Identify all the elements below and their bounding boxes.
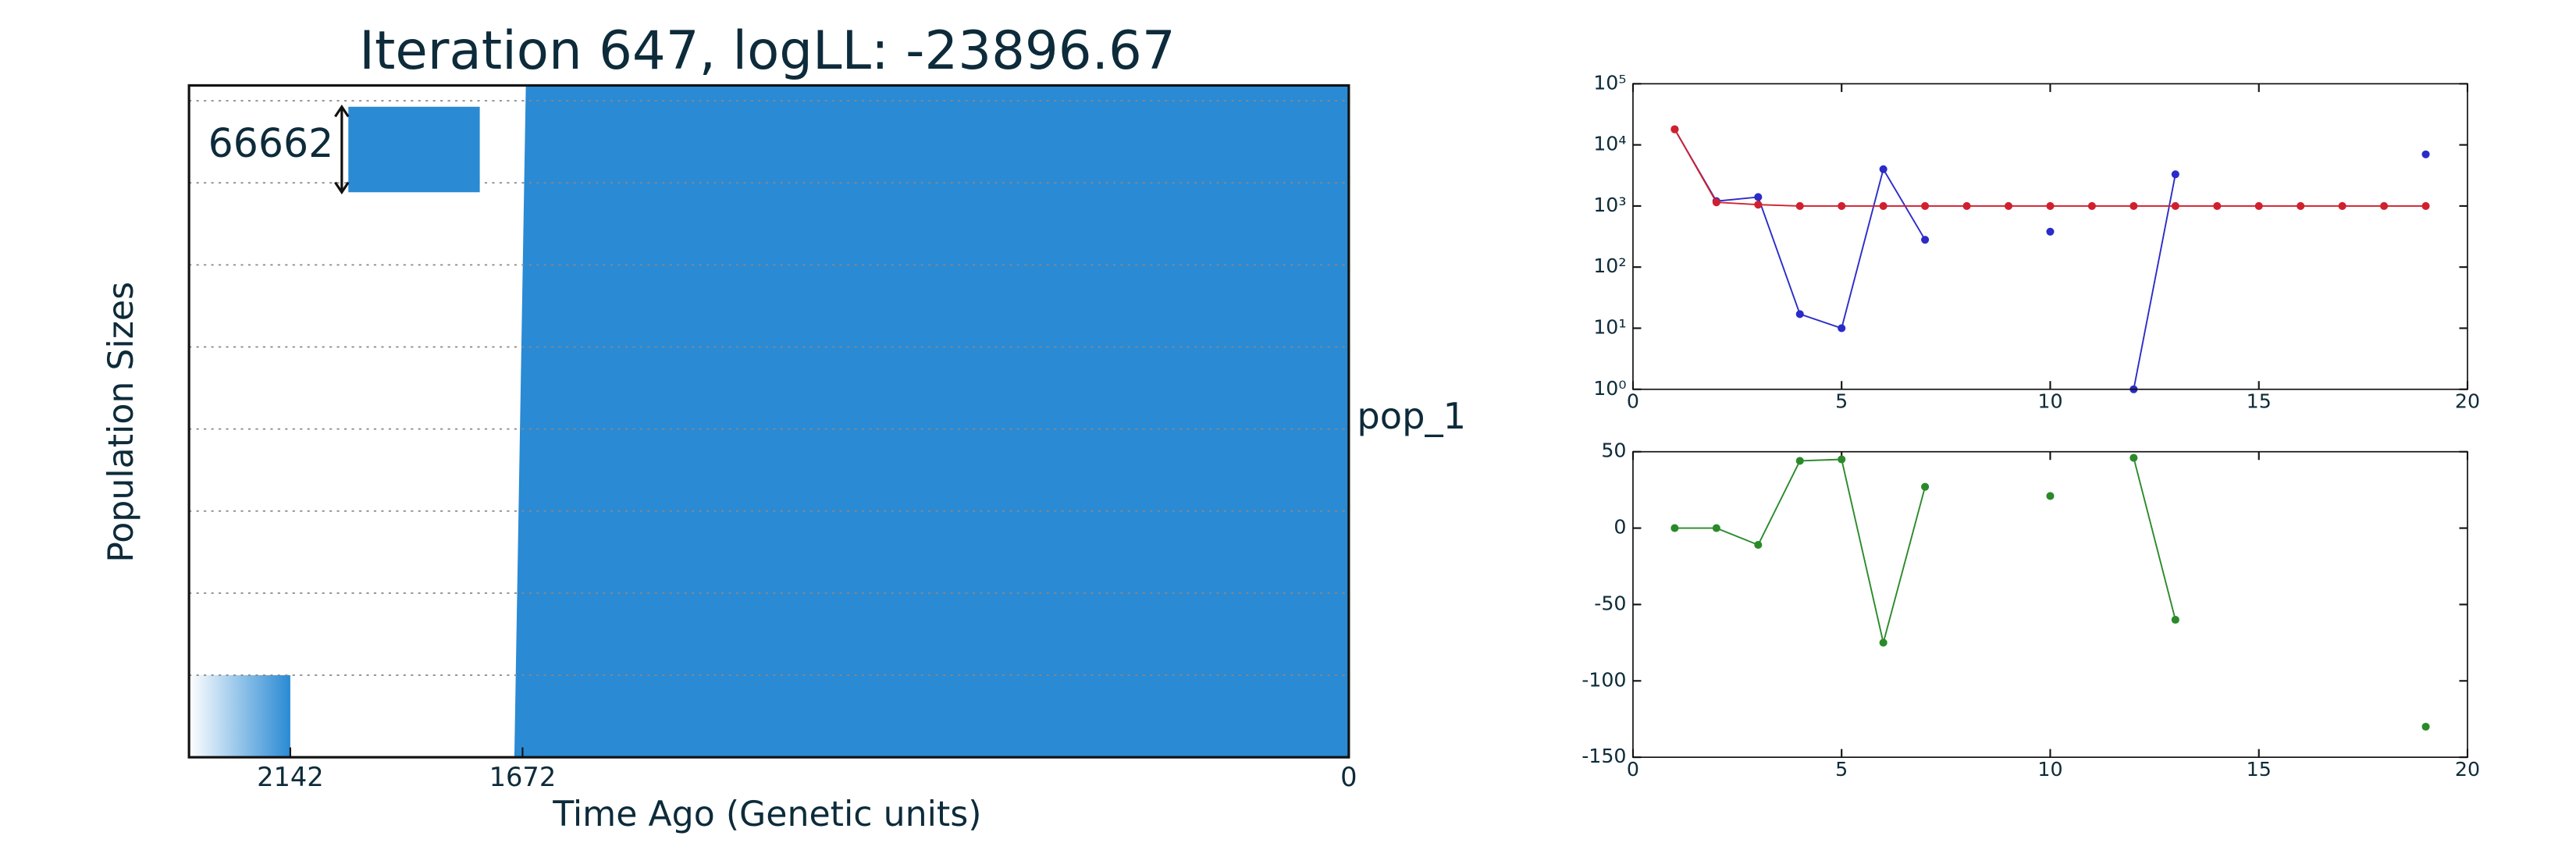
data-point (1838, 324, 1846, 333)
y-tick-label: 50 (1601, 439, 1626, 462)
series-line (1674, 129, 2426, 207)
data-point (2171, 170, 2179, 179)
data-point (1962, 201, 1971, 210)
data-point (1921, 201, 1930, 210)
y-tick-label: 10⁵ (1593, 71, 1626, 94)
chart-title: Iteration 647, logLL: -23896.67 (359, 20, 1176, 81)
data-point (1795, 457, 1804, 465)
data-point (1795, 310, 1804, 318)
y-tick-label: 10² (1593, 254, 1626, 277)
data-point (1712, 524, 1720, 532)
x-tick-label: 5 (1835, 758, 1848, 781)
data-point (2046, 227, 2055, 236)
data-point (2380, 201, 2389, 210)
plot-frame (187, 84, 1350, 759)
y-tick-label: 10¹ (1593, 315, 1626, 338)
data-point (1838, 201, 1846, 210)
data-point (1754, 541, 1763, 550)
series-line (1674, 130, 2425, 389)
scale-bar-box (348, 106, 480, 193)
data-point (1879, 201, 1888, 210)
y-tick-label: 0 (1614, 516, 1626, 539)
data-point (2171, 615, 2179, 624)
data-point (1754, 193, 1763, 201)
arrow-head (334, 104, 350, 195)
data-point (1921, 236, 1930, 244)
y-tick-label: -150 (1582, 745, 1626, 767)
data-point (1838, 455, 1846, 464)
x-tick-label: 0 (1340, 762, 1357, 792)
x-tick-label: 15 (2247, 758, 2272, 781)
data-point (2129, 201, 2138, 210)
x-tick-label: 0 (1627, 758, 1639, 781)
data-point (1879, 165, 1888, 173)
data-point (1921, 482, 1930, 491)
population-label: pop_1 (1357, 395, 1466, 437)
data-point (1670, 125, 1679, 133)
data-point (2254, 201, 2263, 210)
x-tick-label: 2142 (257, 762, 324, 792)
x-tick-label: 5 (1835, 390, 1848, 413)
y-tick-label: -50 (1594, 592, 1626, 614)
population-block (189, 675, 290, 758)
data-point (2297, 201, 2305, 210)
data-point (2213, 201, 2222, 210)
data-point (2171, 201, 2179, 210)
data-point (2338, 201, 2347, 210)
plot-frame (1632, 83, 2468, 390)
data-point (1879, 638, 1888, 647)
data-point (2046, 201, 2055, 210)
x-tick-label: 10 (2037, 758, 2062, 781)
data-point (2421, 201, 2430, 210)
data-point (2046, 492, 2055, 500)
data-point (2421, 150, 2430, 158)
x-tick-label: 20 (2455, 390, 2480, 413)
x-tick-label: 0 (1627, 390, 1639, 413)
scale-bar-label: 66662 (208, 120, 334, 166)
y-tick-label: 10³ (1593, 194, 1626, 216)
data-point (2129, 454, 2138, 462)
data-point (2004, 201, 2013, 210)
data-point (2421, 722, 2430, 731)
data-point (1670, 524, 1679, 532)
population-block (514, 85, 1349, 758)
y-tick-label: -100 (1582, 668, 1626, 691)
data-point (1712, 198, 1720, 207)
data-point (2087, 201, 2096, 210)
x-axis-label: Time Ago (Genetic units) (552, 795, 981, 834)
y-tick-label: 10⁰ (1593, 377, 1626, 400)
data-point (1754, 201, 1763, 209)
data-point (1795, 201, 1804, 210)
x-tick-label: 1672 (489, 762, 557, 792)
x-tick-label: 20 (2455, 758, 2480, 781)
x-tick-label: 10 (2037, 390, 2062, 413)
plot-frame (1632, 450, 2468, 758)
x-tick-label: 15 (2247, 390, 2272, 413)
y-axis-label: Population Sizes (101, 282, 141, 563)
y-tick-label: 10⁴ (1593, 133, 1626, 155)
